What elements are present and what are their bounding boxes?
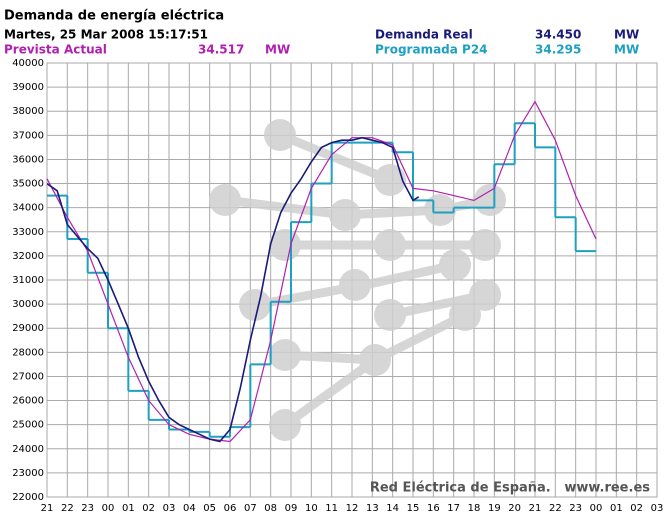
- y-tick-label: 25000: [12, 420, 44, 431]
- y-tick-label: 27000: [12, 371, 44, 382]
- logo-dot: [209, 184, 241, 216]
- logo-dot: [469, 229, 501, 261]
- logo-dot: [374, 229, 406, 261]
- x-tick-label: 21: [529, 503, 542, 514]
- logo-dot: [374, 299, 406, 331]
- y-tick-label: 31000: [12, 275, 44, 286]
- logo-dot: [474, 184, 506, 216]
- x-tick-label: 19: [488, 503, 501, 514]
- legend-value: 34.517: [198, 43, 244, 57]
- legend-unit: MW: [614, 28, 639, 42]
- x-tick-label: 22: [549, 503, 562, 514]
- legend-name: Demanda Real: [375, 28, 473, 42]
- y-tick-label: 35000: [12, 179, 44, 190]
- logo-dot: [449, 299, 481, 331]
- logo-dot: [264, 119, 296, 151]
- y-tick-label: 32000: [12, 251, 44, 262]
- y-tick-label: 38000: [12, 106, 44, 117]
- x-tick-label: 08: [264, 503, 277, 514]
- logo-dot: [269, 409, 301, 441]
- logo-dot: [439, 249, 471, 281]
- legend-value: 34.295: [535, 43, 581, 57]
- legend-unit: MW: [614, 43, 639, 57]
- chart-subtitle: Martes, 25 Mar 2008 15:17:51: [4, 28, 208, 42]
- x-tick-label: 03: [163, 503, 176, 514]
- x-tick-label: 01: [122, 503, 135, 514]
- logo-dot: [359, 344, 391, 376]
- x-tick-label: 03: [651, 503, 664, 514]
- x-tick-label: 18: [468, 503, 481, 514]
- logo-dot: [339, 269, 371, 301]
- y-tick-label: 22000: [12, 492, 44, 503]
- chart-title: Demanda de energía eléctrica: [4, 9, 224, 24]
- x-tick-label: 21: [41, 503, 54, 514]
- x-tick-label: 00: [102, 503, 115, 514]
- y-tick-label: 33000: [12, 227, 44, 238]
- legend-name: Programada P24: [375, 43, 488, 57]
- x-tick-label: 04: [183, 503, 196, 514]
- legend-name: Prevista Actual: [4, 43, 107, 57]
- logo-dot: [424, 194, 456, 226]
- logo-dot: [374, 164, 406, 196]
- y-tick-label: 29000: [12, 323, 44, 334]
- x-tick-label: 00: [590, 503, 603, 514]
- x-tick-label: 20: [508, 503, 521, 514]
- x-tick-label: 23: [569, 503, 582, 514]
- x-tick-label: 13: [366, 503, 379, 514]
- watermark: Red Eléctrica de España. www.ree.es: [370, 481, 650, 496]
- x-tick-label: 22: [61, 503, 74, 514]
- x-tick-label: 14: [386, 503, 399, 514]
- logo-dot: [239, 289, 271, 321]
- x-tick-label: 01: [610, 503, 623, 514]
- y-tick-label: 23000: [12, 468, 44, 479]
- logo-dot: [329, 199, 361, 231]
- x-tick-label: 05: [203, 503, 216, 514]
- x-tick-label: 06: [224, 503, 237, 514]
- legend-value: 34.450: [535, 28, 581, 42]
- x-tick-label: 17: [447, 503, 460, 514]
- y-tick-label: 37000: [12, 130, 44, 141]
- x-tick-label: 02: [142, 503, 155, 514]
- y-tick-label: 36000: [12, 154, 44, 165]
- x-tick-label: 10: [305, 503, 318, 514]
- y-tick-label: 34000: [12, 203, 44, 214]
- x-tick-label: 11: [325, 503, 338, 514]
- x-tick-label: 07: [244, 503, 257, 514]
- chart: Demanda de energía eléctrica Martes, 25 …: [0, 0, 669, 515]
- y-tick-label: 40000: [12, 58, 44, 69]
- x-tick-label: 23: [81, 503, 94, 514]
- y-tick-label: 28000: [12, 347, 44, 358]
- y-tick-label: 26000: [12, 396, 44, 407]
- x-tick-label: 09: [285, 503, 298, 514]
- legend-unit: MW: [265, 43, 290, 57]
- y-tick-label: 24000: [12, 444, 44, 455]
- y-tick-label: 30000: [12, 299, 44, 310]
- logo-dot: [269, 339, 301, 371]
- y-tick-label: 39000: [12, 82, 44, 93]
- x-tick-label: 16: [427, 503, 440, 514]
- x-tick-label: 12: [346, 503, 359, 514]
- x-tick-label: 15: [407, 503, 420, 514]
- x-tick-label: 02: [630, 503, 643, 514]
